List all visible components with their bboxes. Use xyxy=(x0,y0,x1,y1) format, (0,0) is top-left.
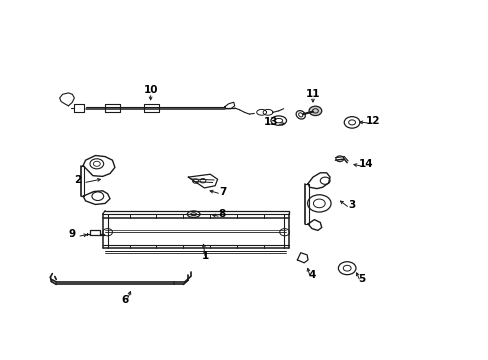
Circle shape xyxy=(308,106,321,116)
Text: 6: 6 xyxy=(121,294,128,305)
Text: 8: 8 xyxy=(219,209,225,219)
Text: 1: 1 xyxy=(202,251,208,261)
Text: 5: 5 xyxy=(358,274,365,284)
Text: 3: 3 xyxy=(348,200,355,210)
Text: 10: 10 xyxy=(143,85,158,95)
Text: 2: 2 xyxy=(74,175,81,185)
Text: 13: 13 xyxy=(264,117,278,127)
Text: 4: 4 xyxy=(307,270,315,280)
Text: 11: 11 xyxy=(305,89,320,99)
Text: 9: 9 xyxy=(69,229,76,239)
Text: 7: 7 xyxy=(218,186,226,197)
Text: 12: 12 xyxy=(365,116,379,126)
Text: 14: 14 xyxy=(358,159,372,169)
